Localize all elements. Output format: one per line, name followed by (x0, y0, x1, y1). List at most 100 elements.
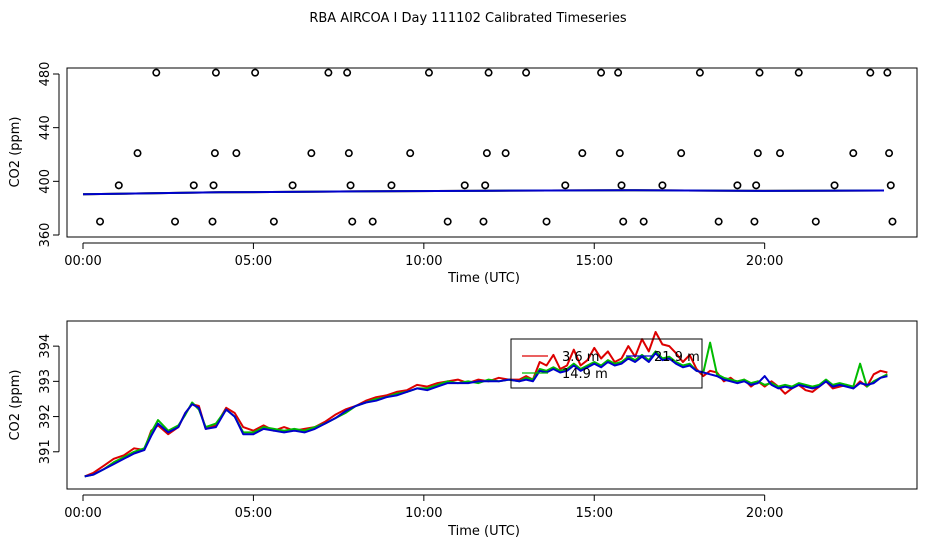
plot-frame (66, 67, 918, 238)
data-point (481, 181, 490, 190)
x-tick-label: 15:00 (576, 506, 613, 521)
data-point (614, 68, 623, 77)
data-point (733, 181, 742, 190)
data-point (251, 68, 260, 77)
data-point (794, 68, 803, 77)
x-tick-label: 00:00 (64, 506, 101, 521)
co2-by-height-panel: Time (UTC) CO2 (ppm) 00:00 05:00 10:00 15:0… (8, 320, 918, 539)
x-tick-label: 00:00 (64, 254, 101, 269)
series-line-3-6-m (84, 331, 888, 478)
data-point (811, 217, 820, 226)
data-point (753, 149, 762, 158)
data-point (189, 181, 198, 190)
data-point (755, 68, 764, 77)
series-line-blue (82, 189, 885, 196)
y-tick-label: 391 (38, 439, 53, 464)
data-point (501, 149, 510, 158)
data-point (460, 181, 469, 190)
data-point (343, 68, 352, 77)
data-point (578, 149, 587, 158)
data-point (269, 217, 278, 226)
legend-label: 3.6 m (562, 350, 599, 365)
data-point (750, 217, 759, 226)
data-point (171, 217, 180, 226)
data-point (561, 181, 570, 190)
legend-label: 14.9 m (562, 367, 608, 382)
series-line-21-9-m (84, 352, 888, 478)
data-point (209, 181, 218, 190)
y-tick-label: 440 (38, 115, 53, 140)
x-tick-label: 15:00 (576, 254, 613, 269)
y-tick-label: 480 (38, 62, 53, 87)
data-point (288, 181, 297, 190)
x-tick-label: 05:00 (235, 506, 272, 521)
data-point (888, 217, 897, 226)
data-point (866, 68, 875, 77)
data-point (210, 149, 219, 158)
data-point (387, 181, 396, 190)
legend-label: 21.9 m (654, 350, 700, 365)
data-point (368, 217, 377, 226)
y-tick-label: 394 (38, 334, 53, 359)
x-tick-label: 20:00 (746, 506, 783, 521)
x-axis-title: Time (UTC) (447, 524, 520, 539)
y-axis-title: CO2 (ppm) (8, 369, 23, 440)
x-axis-title: Time (UTC) (447, 271, 520, 286)
data-point (324, 68, 333, 77)
data-point (482, 149, 491, 158)
co2-all-samples-panel: Time (UTC) CO2 (ppm) 00:00 05:00 10:00 15:0… (8, 62, 918, 286)
data-point (752, 181, 761, 190)
data-point (133, 149, 142, 158)
data-point (344, 149, 353, 158)
data-point (522, 68, 531, 77)
data-point (307, 149, 316, 158)
data-point (886, 181, 895, 190)
data-point (346, 181, 355, 190)
legend: 3.6 m 14.9 m 21.9 m (510, 338, 703, 389)
data-point (211, 68, 220, 77)
data-point (849, 149, 858, 158)
data-point (677, 149, 686, 158)
data-point (152, 68, 161, 77)
data-point (776, 149, 785, 158)
x-tick-label: 10:00 (405, 254, 442, 269)
series-line-14-9-m (84, 341, 888, 478)
data-point (883, 68, 892, 77)
data-point (830, 181, 839, 190)
y-axis-title: CO2 (ppm) (8, 116, 23, 187)
x-axis: 00:00 05:00 10:00 15:00 20:00 (64, 242, 783, 269)
y-tick-label: 360 (38, 223, 53, 248)
data-point (617, 181, 626, 190)
data-point (348, 217, 357, 226)
data-point (114, 181, 123, 190)
data-point (96, 217, 105, 226)
data-point (714, 217, 723, 226)
data-point (479, 217, 488, 226)
data-point (619, 217, 628, 226)
data-point (443, 217, 452, 226)
data-point (615, 149, 624, 158)
x-tick-label: 20:00 (746, 254, 783, 269)
data-point (658, 181, 667, 190)
x-tick-label: 05:00 (235, 254, 272, 269)
data-point (542, 217, 551, 226)
y-tick-label: 392 (38, 404, 53, 429)
plot-frame (66, 320, 918, 490)
data-point (208, 217, 217, 226)
x-axis: 00:00 05:00 10:00 15:00 20:00 (64, 494, 783, 521)
data-point (695, 68, 704, 77)
data-point (232, 149, 241, 158)
y-tick-label: 393 (38, 369, 53, 394)
data-point (885, 149, 894, 158)
y-tick-label: 400 (38, 169, 53, 194)
y-axis: 360 400 440 480 (38, 62, 60, 248)
legend-box (510, 338, 703, 389)
data-point (484, 68, 493, 77)
data-point (406, 149, 415, 158)
data-point (597, 68, 606, 77)
data-point (424, 68, 433, 77)
y-axis: 391 392 393 394 (38, 334, 60, 464)
figure-title: RBA AIRCOA I Day 111102 Calibrated Times… (309, 11, 627, 26)
x-tick-label: 10:00 (405, 506, 442, 521)
